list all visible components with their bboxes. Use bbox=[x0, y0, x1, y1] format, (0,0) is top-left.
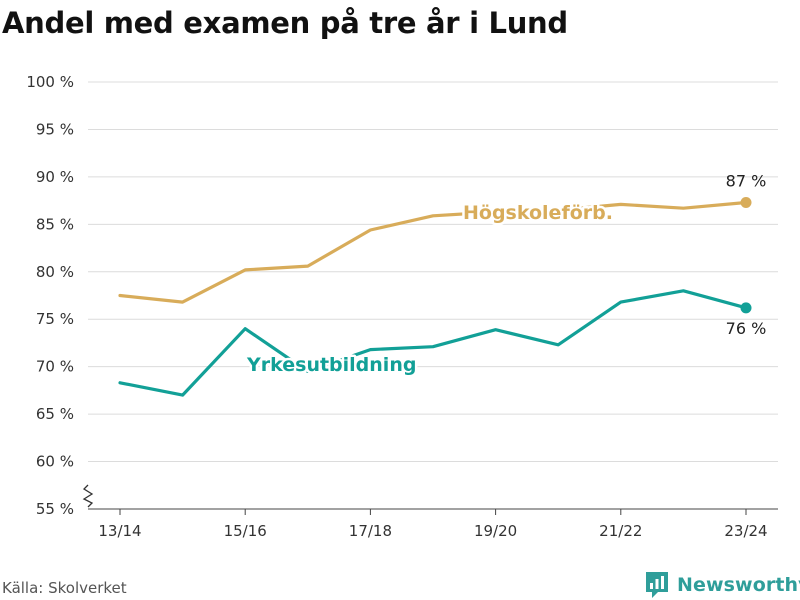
series-line-0 bbox=[118, 200, 748, 304]
newsworthy-logo-icon bbox=[646, 572, 668, 598]
brand-name: Newsworthy bbox=[677, 574, 800, 596]
end-point bbox=[740, 197, 752, 209]
y-tick-label: 65 % bbox=[36, 405, 74, 423]
axis-break-zigzag bbox=[82, 484, 94, 508]
chart-title: Andel med examen på tre år i Lund bbox=[2, 6, 568, 40]
end-value-label: 87 % bbox=[726, 172, 767, 191]
x-tick-label: 23/24 bbox=[724, 522, 767, 540]
end-point bbox=[740, 302, 752, 314]
y-tick-label: 85 % bbox=[36, 215, 74, 233]
x-tick-label: 15/16 bbox=[224, 522, 267, 540]
x-tick-label: 19/20 bbox=[474, 522, 517, 540]
series-line-1 bbox=[118, 289, 748, 397]
x-tick-label: 21/22 bbox=[599, 522, 642, 540]
y-tick-label: 95 % bbox=[36, 120, 74, 138]
y-tick-label: 60 % bbox=[36, 453, 74, 471]
y-axis-ticks: 55 % 60 % 65 % 70 % 75 % 80 % 85 % 90 % 95 % 100 … bbox=[26, 73, 74, 518]
y-tick-label: 100 % bbox=[26, 73, 74, 91]
y-tick-label: 75 % bbox=[36, 310, 74, 328]
series-lines bbox=[118, 197, 752, 397]
series-label-yrkesutbildning: Yrkesutbildning bbox=[246, 354, 416, 376]
y-tick-label: 90 % bbox=[36, 168, 74, 186]
end-value-label: 76 % bbox=[726, 319, 767, 338]
x-tick-label: 17/18 bbox=[349, 522, 392, 540]
y-tick-label: 80 % bbox=[36, 263, 74, 281]
source-text: Källa: Skolverket bbox=[2, 579, 127, 597]
series-labels: Högskoleförb. Yrkesutbildning 87 % 76 % bbox=[244, 172, 767, 379]
brand-logo[interactable]: Newsworthy bbox=[645, 570, 800, 600]
y-tick-label: 70 % bbox=[36, 358, 74, 376]
y-tick-label: 55 % bbox=[36, 500, 74, 518]
series-label-hogskoleforb: Högskoleförb. bbox=[463, 202, 613, 224]
x-axis: 13/14 15/16 17/18 19/20 21/22 23/24 bbox=[88, 508, 778, 540]
gridlines bbox=[88, 81, 778, 463]
x-tick-label: 13/14 bbox=[98, 522, 141, 540]
axis-break-icon bbox=[82, 484, 94, 508]
